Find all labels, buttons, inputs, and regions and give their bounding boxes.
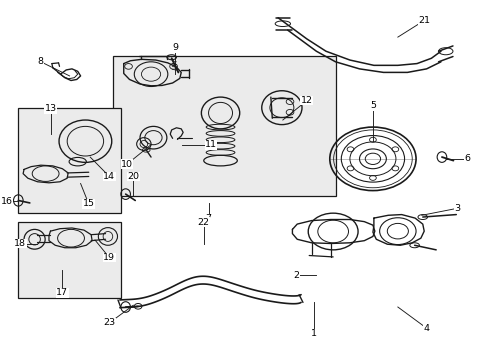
FancyBboxPatch shape [112, 56, 335, 196]
Text: 21: 21 [417, 16, 429, 25]
Text: 22: 22 [197, 218, 209, 227]
Text: 1: 1 [310, 329, 316, 338]
Text: 18: 18 [14, 239, 26, 248]
Text: 11: 11 [204, 140, 217, 149]
Text: 10: 10 [121, 159, 133, 168]
Text: 3: 3 [454, 204, 460, 213]
Text: 17: 17 [56, 288, 68, 297]
FancyBboxPatch shape [18, 108, 121, 213]
Text: 15: 15 [82, 199, 95, 208]
Text: 20: 20 [127, 172, 139, 181]
Text: 12: 12 [300, 96, 312, 105]
Text: 23: 23 [103, 318, 115, 327]
FancyBboxPatch shape [18, 222, 121, 298]
Text: 16: 16 [1, 197, 13, 206]
Text: 6: 6 [464, 154, 469, 163]
Text: 19: 19 [103, 253, 115, 262]
Text: 14: 14 [103, 172, 115, 181]
Text: 7: 7 [205, 214, 211, 223]
Text: 5: 5 [369, 102, 375, 111]
Text: 13: 13 [45, 104, 57, 113]
Text: 4: 4 [423, 324, 429, 333]
Text: 8: 8 [38, 57, 44, 66]
Text: 2: 2 [293, 271, 299, 280]
Text: 9: 9 [172, 43, 178, 52]
